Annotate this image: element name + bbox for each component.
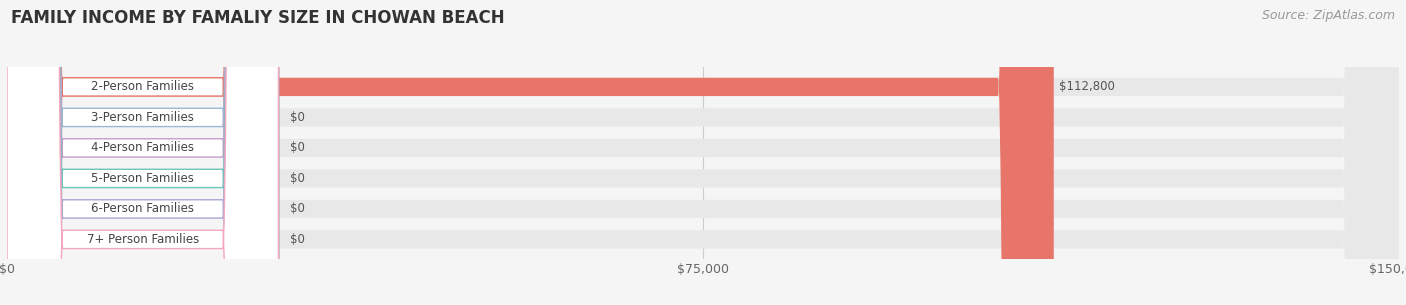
FancyBboxPatch shape (7, 0, 1053, 305)
FancyBboxPatch shape (7, 0, 1399, 305)
Text: Source: ZipAtlas.com: Source: ZipAtlas.com (1261, 9, 1395, 22)
FancyBboxPatch shape (7, 0, 1399, 305)
FancyBboxPatch shape (7, 0, 1399, 305)
Text: $0: $0 (290, 111, 305, 124)
Text: 2-Person Families: 2-Person Families (91, 81, 194, 93)
Text: $112,800: $112,800 (1059, 81, 1115, 93)
Text: $0: $0 (290, 172, 305, 185)
FancyBboxPatch shape (7, 0, 278, 305)
FancyBboxPatch shape (7, 0, 278, 305)
FancyBboxPatch shape (7, 0, 1399, 305)
FancyBboxPatch shape (7, 0, 278, 305)
Text: 6-Person Families: 6-Person Families (91, 203, 194, 215)
Text: FAMILY INCOME BY FAMALIY SIZE IN CHOWAN BEACH: FAMILY INCOME BY FAMALIY SIZE IN CHOWAN … (11, 9, 505, 27)
FancyBboxPatch shape (7, 0, 278, 305)
FancyBboxPatch shape (7, 0, 278, 305)
Text: 3-Person Families: 3-Person Families (91, 111, 194, 124)
Text: $0: $0 (290, 142, 305, 154)
FancyBboxPatch shape (7, 0, 1399, 305)
Text: $0: $0 (290, 233, 305, 246)
FancyBboxPatch shape (7, 0, 278, 305)
Text: $0: $0 (290, 203, 305, 215)
Text: 4-Person Families: 4-Person Families (91, 142, 194, 154)
FancyBboxPatch shape (7, 0, 1399, 305)
Text: 5-Person Families: 5-Person Families (91, 172, 194, 185)
Text: 7+ Person Families: 7+ Person Families (87, 233, 198, 246)
